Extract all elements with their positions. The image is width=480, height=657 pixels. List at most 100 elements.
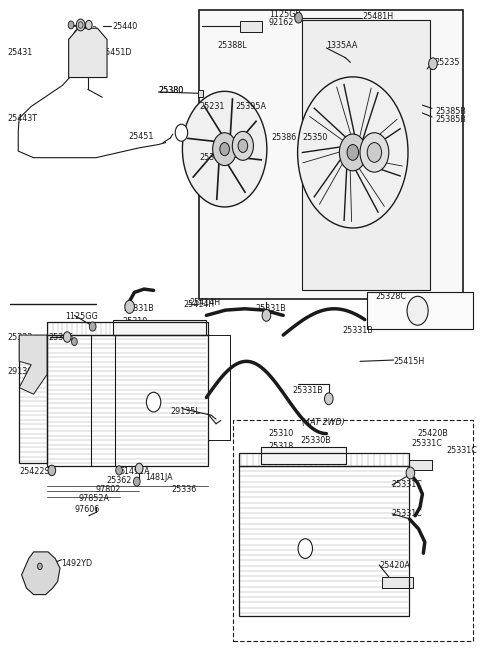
Polygon shape bbox=[19, 335, 47, 394]
Text: 25442: 25442 bbox=[72, 26, 97, 35]
Text: 25335: 25335 bbox=[48, 332, 73, 342]
Text: 25231: 25231 bbox=[199, 102, 225, 111]
Circle shape bbox=[262, 309, 271, 321]
Text: 25481H: 25481H bbox=[362, 12, 394, 21]
Circle shape bbox=[429, 58, 437, 70]
Text: 25451: 25451 bbox=[129, 132, 154, 141]
Circle shape bbox=[220, 143, 229, 156]
Text: 25333: 25333 bbox=[7, 332, 33, 342]
Polygon shape bbox=[113, 320, 206, 335]
Text: 25331B: 25331B bbox=[124, 304, 155, 313]
Text: 1492YD: 1492YD bbox=[61, 558, 93, 568]
Text: 25385B: 25385B bbox=[436, 115, 467, 124]
Circle shape bbox=[175, 124, 188, 141]
Text: 25422S: 25422S bbox=[19, 467, 50, 476]
Text: A: A bbox=[302, 544, 309, 553]
Text: 25350: 25350 bbox=[302, 133, 328, 143]
Text: A: A bbox=[179, 128, 184, 137]
Circle shape bbox=[37, 563, 42, 570]
Circle shape bbox=[347, 145, 359, 160]
Circle shape bbox=[295, 12, 302, 23]
Text: 29136R: 29136R bbox=[7, 367, 38, 376]
Text: 25331C: 25331C bbox=[446, 445, 477, 455]
Text: 25431: 25431 bbox=[7, 48, 33, 57]
Text: 25440: 25440 bbox=[113, 22, 138, 31]
Circle shape bbox=[407, 296, 428, 325]
Text: 25331B: 25331B bbox=[293, 386, 324, 396]
Polygon shape bbox=[22, 552, 60, 595]
Text: 25310: 25310 bbox=[122, 317, 148, 327]
Polygon shape bbox=[367, 292, 473, 328]
Text: 97852A: 97852A bbox=[78, 494, 109, 503]
Text: 29135L: 29135L bbox=[170, 407, 200, 417]
Text: 1481JA: 1481JA bbox=[145, 473, 173, 482]
Text: (4AT 2WD): (4AT 2WD) bbox=[302, 418, 345, 427]
Polygon shape bbox=[261, 447, 346, 464]
Text: 25414H: 25414H bbox=[190, 298, 221, 307]
Text: 25336: 25336 bbox=[172, 485, 197, 494]
Text: 25420B: 25420B bbox=[418, 429, 448, 438]
Text: 97606: 97606 bbox=[74, 505, 100, 514]
Text: 25362: 25362 bbox=[107, 476, 132, 486]
Text: 25331C: 25331C bbox=[412, 439, 443, 448]
Text: 97802: 97802 bbox=[96, 485, 121, 494]
Text: 25330B: 25330B bbox=[300, 436, 331, 445]
Circle shape bbox=[232, 131, 253, 160]
Text: 25331B: 25331B bbox=[256, 304, 287, 313]
Circle shape bbox=[324, 393, 333, 405]
Text: 25451D: 25451D bbox=[101, 48, 132, 57]
Text: 1335AA: 1335AA bbox=[326, 41, 358, 51]
Text: 25328C: 25328C bbox=[376, 292, 407, 302]
Polygon shape bbox=[198, 90, 203, 97]
Polygon shape bbox=[69, 28, 107, 78]
Text: 1125GG: 1125GG bbox=[65, 312, 97, 321]
Text: 25443T: 25443T bbox=[7, 114, 37, 123]
Circle shape bbox=[125, 300, 134, 313]
Circle shape bbox=[213, 133, 237, 166]
Circle shape bbox=[85, 20, 92, 30]
Circle shape bbox=[339, 134, 366, 171]
Circle shape bbox=[72, 338, 77, 346]
Text: 25380: 25380 bbox=[158, 86, 184, 95]
Text: 25414H: 25414H bbox=[184, 300, 215, 309]
Text: 25395A: 25395A bbox=[235, 102, 266, 111]
Text: 25331C: 25331C bbox=[392, 480, 422, 489]
Circle shape bbox=[68, 21, 74, 29]
Polygon shape bbox=[240, 21, 262, 32]
Circle shape bbox=[133, 477, 140, 486]
Circle shape bbox=[48, 465, 56, 476]
Circle shape bbox=[360, 133, 389, 172]
Text: 25318: 25318 bbox=[122, 329, 148, 338]
Text: 25318: 25318 bbox=[269, 442, 294, 451]
Text: 25380: 25380 bbox=[158, 86, 184, 95]
Circle shape bbox=[89, 322, 96, 331]
Polygon shape bbox=[199, 10, 463, 299]
Text: A: A bbox=[150, 397, 157, 407]
Text: 25395: 25395 bbox=[199, 153, 225, 162]
Text: 25386: 25386 bbox=[271, 133, 297, 143]
Circle shape bbox=[63, 332, 71, 342]
Circle shape bbox=[238, 139, 248, 152]
Circle shape bbox=[146, 392, 161, 412]
Text: 25385B: 25385B bbox=[436, 107, 467, 116]
Text: 25331B: 25331B bbox=[342, 326, 373, 335]
Text: 25388L: 25388L bbox=[217, 41, 247, 51]
Polygon shape bbox=[413, 306, 422, 315]
Circle shape bbox=[78, 22, 83, 28]
Circle shape bbox=[116, 466, 122, 475]
Text: 25331C: 25331C bbox=[392, 509, 422, 518]
Polygon shape bbox=[302, 20, 430, 290]
Text: 61491A: 61491A bbox=[120, 467, 151, 476]
Text: 92162: 92162 bbox=[269, 18, 294, 28]
Polygon shape bbox=[409, 460, 432, 470]
Text: 25420A: 25420A bbox=[379, 560, 410, 570]
Polygon shape bbox=[382, 577, 413, 588]
Circle shape bbox=[182, 91, 267, 207]
Circle shape bbox=[298, 77, 408, 228]
Text: 25415H: 25415H bbox=[394, 357, 425, 366]
Text: 1125GB: 1125GB bbox=[269, 10, 301, 19]
Circle shape bbox=[135, 463, 143, 474]
Text: 25235: 25235 bbox=[434, 58, 460, 67]
Circle shape bbox=[298, 539, 312, 558]
Circle shape bbox=[406, 467, 415, 479]
